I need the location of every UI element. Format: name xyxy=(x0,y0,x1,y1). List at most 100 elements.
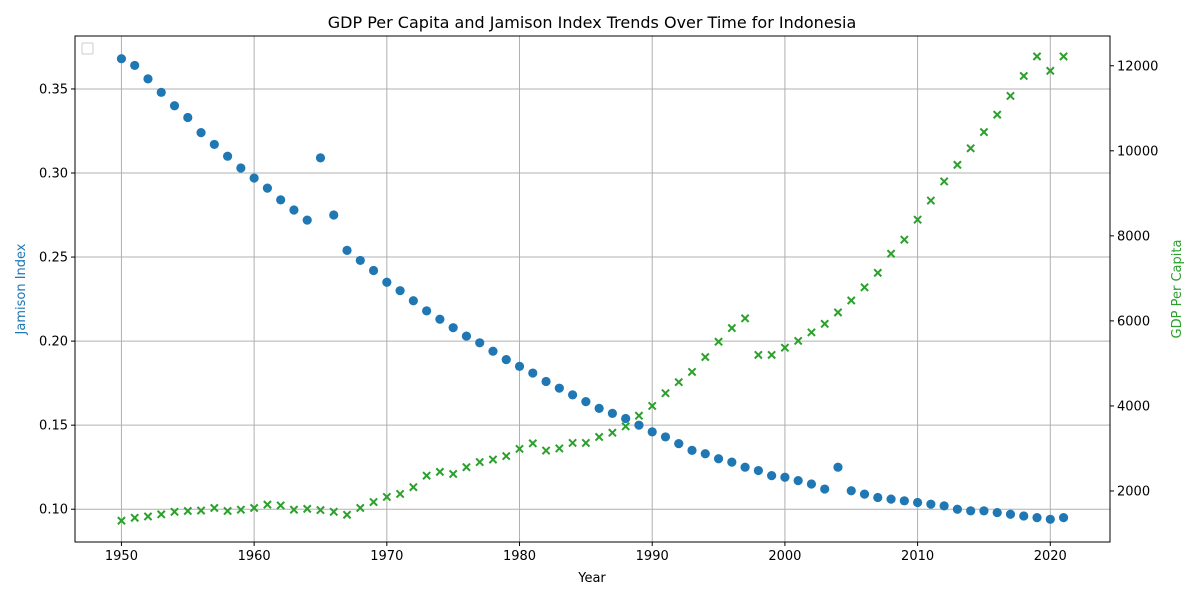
gdp-point xyxy=(913,215,922,224)
gdp-point xyxy=(369,497,378,507)
x-tick-label: 1970 xyxy=(370,549,403,564)
plot-frame xyxy=(74,35,1111,543)
jamison-point xyxy=(820,484,830,494)
jamison-point xyxy=(567,390,578,400)
gdp-point xyxy=(926,196,936,205)
gdp-point xyxy=(754,350,763,360)
jamison-point xyxy=(130,60,140,71)
jamison-point xyxy=(236,163,246,173)
jamison-point xyxy=(621,413,631,424)
chart-title: GDP Per Capita and Jamison Index Trends … xyxy=(328,13,857,32)
gdp-point xyxy=(727,323,737,333)
gdp-point xyxy=(183,506,193,516)
jamison-point xyxy=(276,195,286,205)
gdp-point xyxy=(1019,71,1029,81)
gdp-point xyxy=(953,160,962,170)
jamison-point xyxy=(713,454,724,464)
gdp-point xyxy=(329,507,339,517)
left-y-tick-label: 0.15 xyxy=(39,419,68,434)
jamison-point xyxy=(647,427,657,437)
gdp-point xyxy=(833,308,843,317)
jamison-point xyxy=(793,476,803,486)
gdp-point xyxy=(687,367,697,377)
jamison-point xyxy=(594,403,604,413)
x-tick-label: 2020 xyxy=(1034,549,1067,564)
gdp-point xyxy=(382,492,392,502)
jamison-point xyxy=(408,296,418,306)
gdp-point xyxy=(594,432,604,442)
gdp-point xyxy=(1032,52,1042,61)
jamison-point xyxy=(209,139,219,150)
gdp-point xyxy=(1045,66,1055,76)
gdp-point xyxy=(316,505,325,515)
jamison-point xyxy=(1005,509,1016,519)
grid xyxy=(75,36,1110,542)
jamison-point xyxy=(992,507,1002,518)
gdp-point xyxy=(170,507,179,517)
gdp-point xyxy=(249,503,259,513)
jamison-point xyxy=(249,173,259,183)
gdp-point xyxy=(355,503,365,513)
gdp-point xyxy=(700,352,710,362)
jamison-point xyxy=(700,449,710,459)
gdp-point xyxy=(966,143,975,153)
jamison-point xyxy=(461,331,472,341)
jamison-point xyxy=(422,306,432,316)
jamison-point xyxy=(966,506,976,516)
legend-box xyxy=(81,42,94,55)
jamison-point xyxy=(952,504,963,514)
jamison-point xyxy=(514,361,525,371)
gdp-point xyxy=(289,505,299,514)
jamison-point xyxy=(1045,514,1055,524)
right-y-tick-label: 6000 xyxy=(1117,314,1150,329)
gdp-point xyxy=(156,510,166,519)
gdp-point xyxy=(900,235,909,244)
jamison-point xyxy=(634,420,644,430)
gdp-point xyxy=(276,501,285,510)
jamison-point xyxy=(169,101,180,111)
jamison-point xyxy=(329,210,339,220)
gdp-point xyxy=(223,506,232,516)
gdp-point xyxy=(210,503,219,513)
right-y-tick-label: 10000 xyxy=(1117,144,1158,159)
right-y-tick-label: 2000 xyxy=(1117,484,1150,499)
gdp-point xyxy=(130,513,140,523)
gdp-point xyxy=(528,439,538,448)
right-y-axis-title: GDP Per Capita xyxy=(1170,240,1185,339)
gdp-point xyxy=(462,462,471,472)
jamison-point xyxy=(1019,511,1029,521)
gdp-point xyxy=(846,296,856,305)
gdp-point xyxy=(1006,91,1015,101)
jamison-point xyxy=(873,492,883,503)
x-axis-ticks: 1950 1960 1970 1980 1990 2000 2010 2020 xyxy=(105,542,1067,564)
gdp-point xyxy=(475,457,485,467)
right-y-axis-ticks: 2000 4000 6000 8000 10000 12000 xyxy=(1110,59,1158,499)
jamison-point xyxy=(727,457,737,467)
gdp-point xyxy=(302,504,312,514)
gdp-point xyxy=(1059,52,1068,61)
jamison-point xyxy=(581,397,591,407)
left-y-tick-label: 0.30 xyxy=(39,167,68,182)
jamison-point xyxy=(780,472,790,482)
jamison-point xyxy=(342,245,352,255)
gdp-point xyxy=(143,512,153,521)
jamison-point xyxy=(939,501,949,511)
gdp-point xyxy=(541,446,551,455)
x-tick-label: 1980 xyxy=(503,549,536,564)
gdp-point xyxy=(435,467,445,477)
jamison-point xyxy=(289,205,299,215)
gdp-point xyxy=(448,469,458,479)
jamison-point xyxy=(501,355,511,365)
gdp-point xyxy=(634,411,644,421)
jamison-point xyxy=(355,255,365,266)
left-y-tick-label: 0.35 xyxy=(39,82,68,97)
jamison-point xyxy=(262,183,273,193)
left-y-tick-label: 0.25 xyxy=(39,251,68,266)
jamison-index-series xyxy=(116,54,1069,524)
jamison-point xyxy=(382,277,392,287)
jamison-point xyxy=(541,376,551,387)
jamison-point xyxy=(899,496,909,506)
jamison-point xyxy=(156,87,166,97)
right-y-tick-label: 4000 xyxy=(1117,399,1150,414)
